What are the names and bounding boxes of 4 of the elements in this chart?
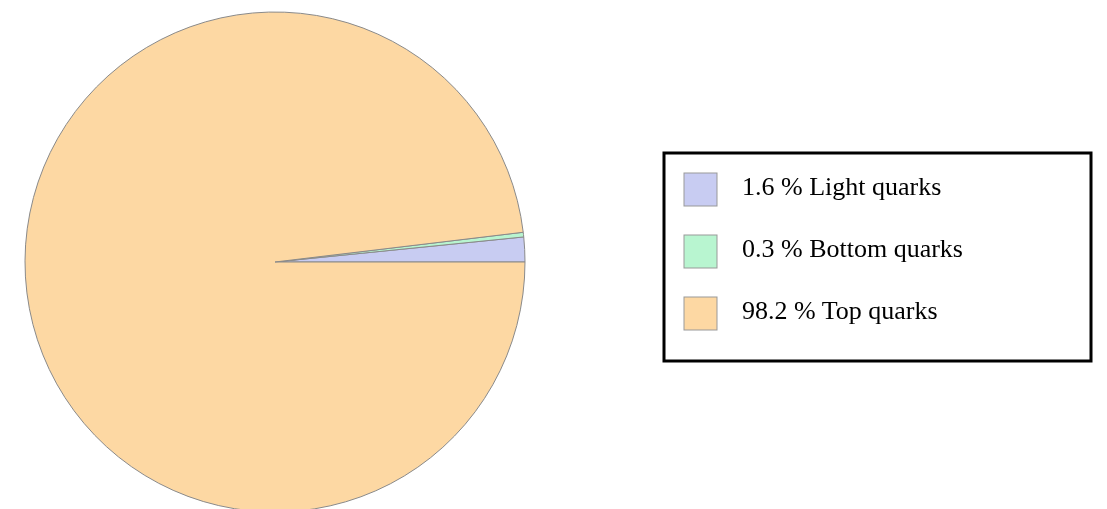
- legend-label: 0.3 % Bottom quarks: [742, 233, 963, 263]
- pie-slice: [24, 11, 526, 509]
- legend-label: 1.6 % Light quarks: [742, 171, 942, 201]
- legend-label: 98.2 % Top quarks: [742, 295, 938, 325]
